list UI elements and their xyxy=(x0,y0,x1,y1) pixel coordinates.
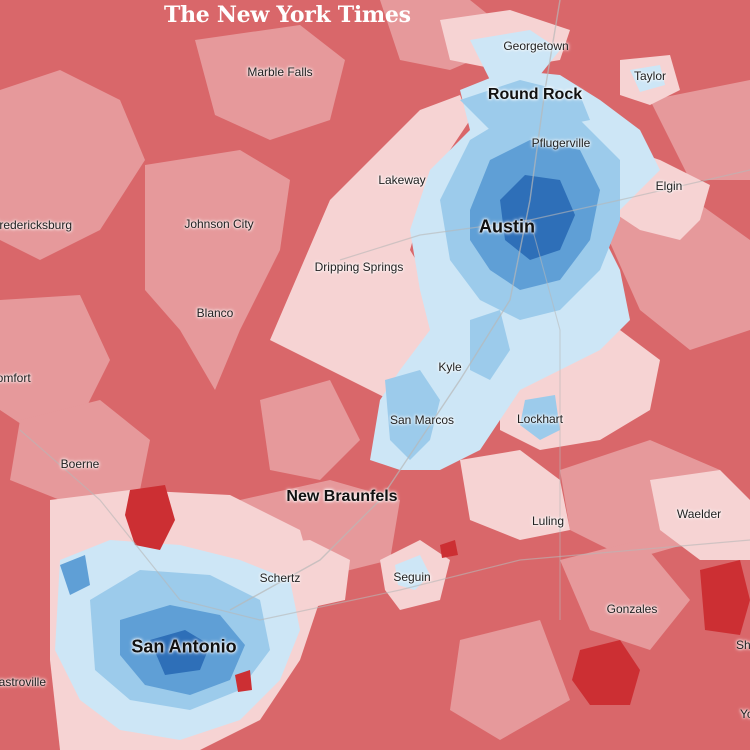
precinct-dripping-springs xyxy=(270,95,480,400)
label-boerne: Boerne xyxy=(60,457,100,471)
label-lockhart: Lockhart xyxy=(516,412,564,426)
label-pflugerville: Pflugerville xyxy=(531,136,591,150)
road-i10 xyxy=(19,429,750,621)
precinct-johnson-city xyxy=(145,150,290,390)
precinct-nb-hot xyxy=(440,540,458,558)
label-san-marcos: San Marcos xyxy=(389,413,455,427)
label-gonzales: Gonzales xyxy=(606,602,658,616)
precinct-blanco-south xyxy=(260,380,360,480)
precinct-seguin-blue xyxy=(395,555,430,590)
precinct-luling xyxy=(460,450,570,540)
precinct-austin-center xyxy=(500,175,575,260)
precinct-gonzales xyxy=(560,540,690,650)
precinct-helotes xyxy=(60,555,90,595)
precinct-east-mid xyxy=(600,190,750,350)
label-blanco: Blanco xyxy=(196,306,234,320)
road-i35 xyxy=(229,0,561,611)
label-new-braunfels: New Braunfels xyxy=(286,488,398,505)
precinct-east-upper xyxy=(650,80,750,180)
label-fredericksburg: Fredericksburg xyxy=(0,218,73,232)
precinct-shiner-hot xyxy=(700,560,750,635)
precinct-marble-falls xyxy=(195,25,345,140)
label-seguin: Seguin xyxy=(393,570,431,584)
precinct-boerne-hot xyxy=(125,485,175,550)
precinct-lockhart-blue xyxy=(520,395,560,440)
label-round-rock: Round Rock xyxy=(487,86,583,103)
road-us183 xyxy=(529,219,561,620)
label-johnson-city: Johnson City xyxy=(184,217,254,231)
precinct-taylor-blue xyxy=(630,65,665,92)
precinct-sa-center xyxy=(150,630,210,675)
precinct-georgetown-blue xyxy=(470,30,560,80)
precinct-west-upper xyxy=(0,70,145,260)
label-georgetown: Georgetown xyxy=(503,39,569,53)
precinct-round-rock xyxy=(460,80,590,130)
label-kyle: Kyle xyxy=(438,360,462,374)
label-shiner: Shiner xyxy=(736,638,750,652)
label-castroville: Castroville xyxy=(0,675,47,689)
precinct-south xyxy=(450,620,570,740)
precinct-kyle xyxy=(470,310,510,380)
label-marble-falls: Marble Falls xyxy=(247,65,313,79)
precinct-west-mid xyxy=(0,295,110,430)
label-elgin: Elgin xyxy=(655,179,683,193)
precinct-san-marcos xyxy=(385,370,440,460)
precinct-sa-hot xyxy=(235,670,252,692)
nyt-logo: The New York Times xyxy=(164,2,411,28)
precinct-gonzales-hot xyxy=(572,640,640,705)
label-taylor: Taylor xyxy=(633,69,667,83)
label-austin: Austin xyxy=(479,216,535,237)
label-waelder: Waelder xyxy=(676,507,722,521)
precinct-waelder xyxy=(650,470,750,560)
label-dripping-springs: Dripping Springs xyxy=(314,260,404,274)
precinct-boerne xyxy=(10,400,150,500)
label-lakeway: Lakeway xyxy=(378,173,426,187)
label-comfort: Comfort xyxy=(0,371,31,385)
label-schertz: Schertz xyxy=(259,571,301,585)
label-luling: Luling xyxy=(531,514,565,528)
label-yoakum: Yoakum xyxy=(740,707,750,721)
label-san-antonio: San Antonio xyxy=(131,636,237,657)
